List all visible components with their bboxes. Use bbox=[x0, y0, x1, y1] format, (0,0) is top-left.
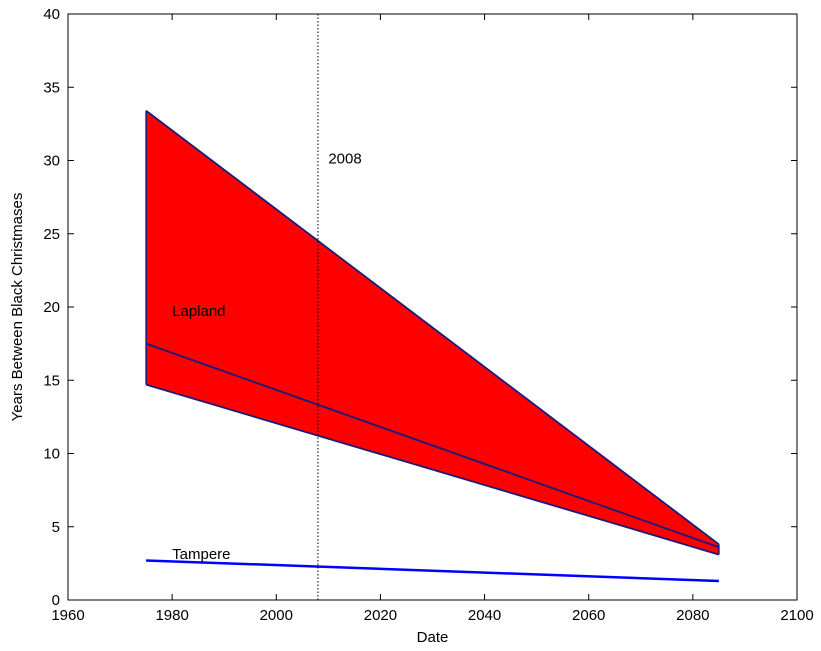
y-tick-label: 25 bbox=[43, 226, 60, 243]
y-tick-label: 15 bbox=[43, 372, 60, 389]
x-axis-label: Date bbox=[417, 629, 449, 646]
y-tick-label: 0 bbox=[52, 592, 60, 609]
series-line-tampere-line bbox=[146, 559, 719, 583]
annotation-lapland: Lapland bbox=[172, 303, 225, 320]
annotations: Lapland Tampere 2008 bbox=[172, 150, 362, 563]
x-tick-label: 2040 bbox=[468, 607, 501, 624]
lapland-range-band bbox=[146, 110, 719, 555]
y-axis-label: Years Between Black Christmases bbox=[9, 193, 26, 422]
annotation-tampere: Tampere bbox=[172, 546, 230, 563]
x-tick-label: 1980 bbox=[155, 607, 188, 624]
series-line-lapland-band-center bbox=[145, 342, 720, 549]
x-tick-label: 2000 bbox=[260, 607, 293, 624]
x-tick-label: 1960 bbox=[51, 607, 84, 624]
x-tick-label: 2060 bbox=[572, 607, 605, 624]
annotation-2008: 2008 bbox=[328, 150, 361, 167]
series-line-lapland-band-lower bbox=[145, 383, 720, 556]
x-tick-label: 2100 bbox=[780, 607, 813, 624]
axis-tick-labels: 1960 1980 2000 2020 2040 2060 2080 210005101520… bbox=[43, 6, 813, 624]
y-tick-label: 10 bbox=[43, 446, 60, 463]
x-tick-label: 2020 bbox=[364, 607, 397, 624]
y-tick-label: 30 bbox=[43, 153, 60, 170]
y-tick-label: 20 bbox=[43, 299, 60, 316]
x-tick-label: 2080 bbox=[676, 607, 709, 624]
y-tick-label: 5 bbox=[52, 519, 60, 536]
y-tick-label: 40 bbox=[43, 6, 60, 23]
plot-content bbox=[145, 14, 720, 600]
y-tick-label: 35 bbox=[43, 79, 60, 96]
axis-ticks bbox=[67, 13, 798, 601]
series-line-lapland-band-upper bbox=[145, 109, 720, 546]
